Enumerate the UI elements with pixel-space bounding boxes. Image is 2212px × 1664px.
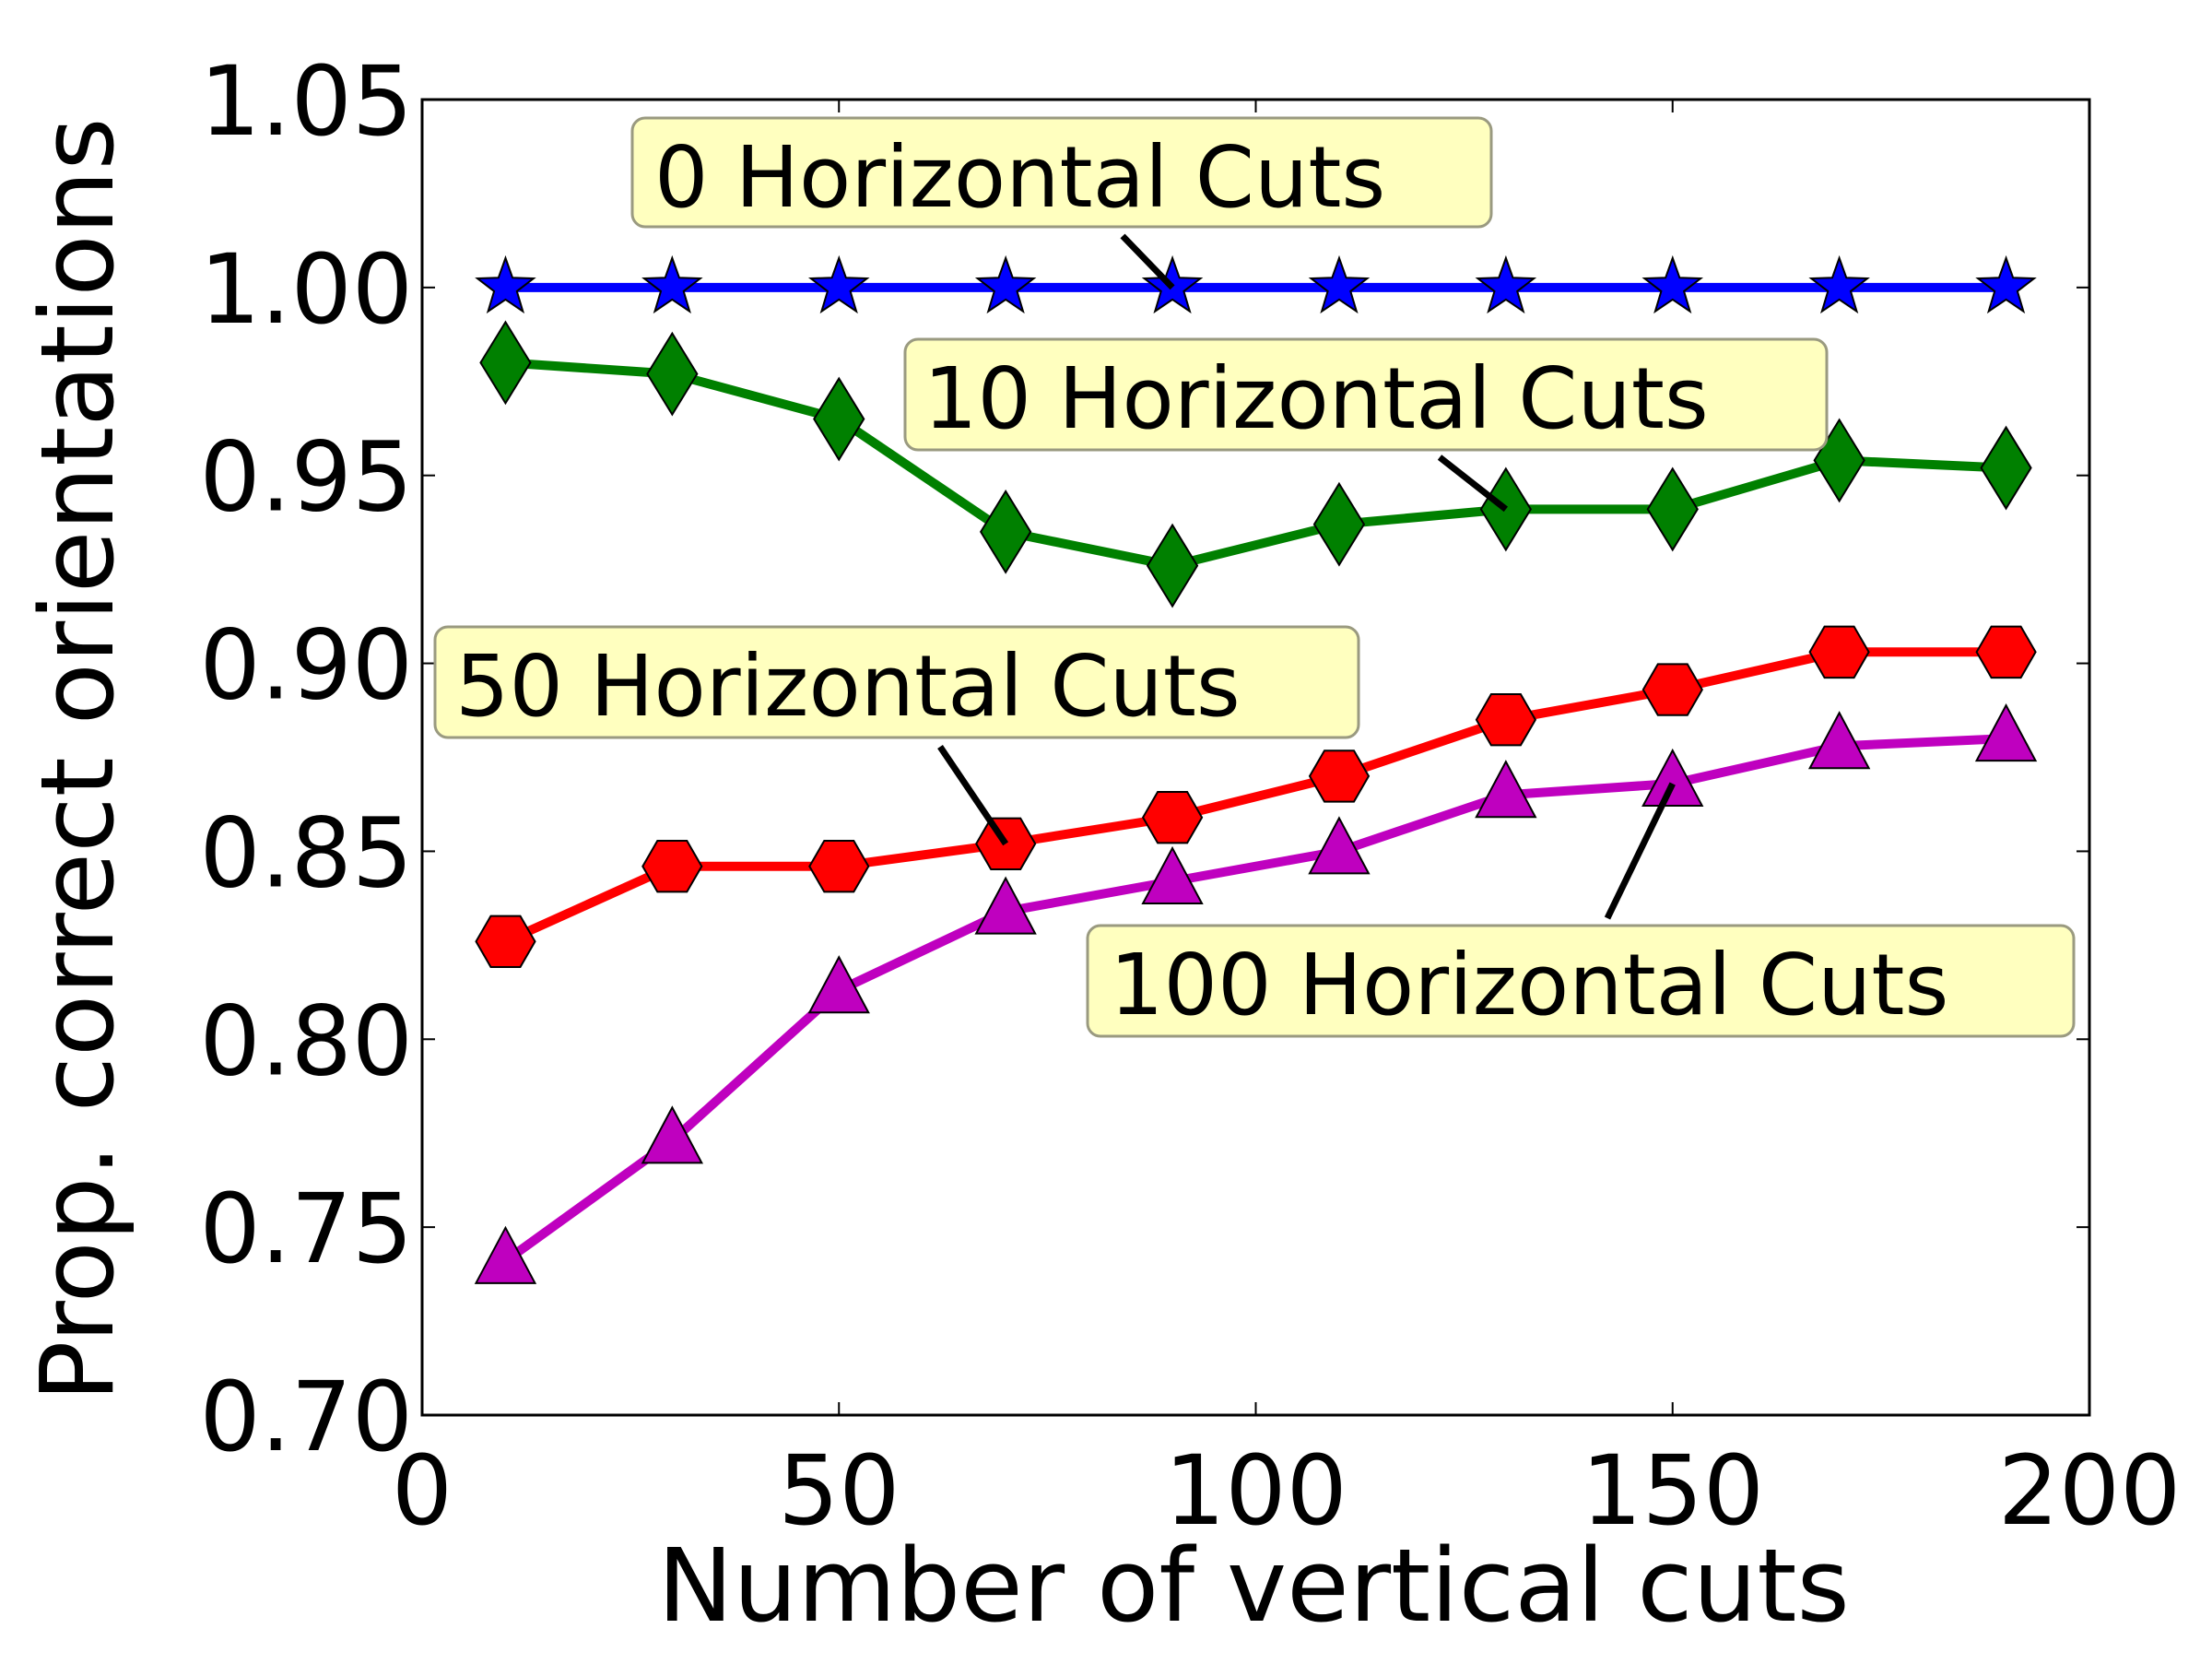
y-axis-label: Prop. correct orientations: [18, 117, 136, 1401]
data-point: [475, 915, 536, 968]
data-point: [974, 254, 1037, 314]
series-1: [479, 320, 2032, 608]
data-point: [1974, 702, 2038, 762]
series-2: [475, 625, 2037, 968]
y-tick-label: 1.00: [199, 233, 413, 346]
data-point: [1308, 749, 1371, 803]
y-tick-label: 0.85: [199, 797, 413, 909]
data-point: [1646, 466, 1699, 552]
y-tick-label: 0.80: [199, 985, 413, 1097]
series-line: [505, 358, 2006, 571]
x-tick-label: 100: [1164, 1434, 1347, 1547]
data-point: [975, 817, 1037, 870]
data-point: [1308, 254, 1371, 314]
annotation-arrow: [1120, 233, 1175, 290]
data-point: [475, 254, 536, 314]
data-point: [1641, 254, 1704, 314]
data-point: [479, 320, 532, 406]
data-point: [1141, 845, 1204, 905]
series-line: [502, 734, 2006, 1265]
data-point: [1641, 663, 1703, 716]
data-point: [1141, 791, 1204, 844]
annotation-0: 0 Horizontal Cuts: [630, 116, 1493, 290]
data-point: [807, 955, 870, 1014]
y-tick-label: 0.95: [199, 421, 413, 534]
series-0: [475, 254, 2037, 314]
annotation-arrow: [1437, 454, 1509, 513]
data-point: [1807, 711, 1871, 770]
data-point: [1312, 481, 1366, 567]
annotation-arrow: [937, 745, 1009, 846]
data-point: [474, 1225, 537, 1284]
data-point: [1975, 625, 2037, 679]
data-point: [974, 876, 1037, 935]
y-tick-label: 1.05: [199, 45, 413, 158]
data-point: [813, 376, 865, 462]
annotation-3: 100 Horizontal Cuts: [1086, 782, 2076, 1038]
annotation-1: 10 Horizontal Cuts: [903, 337, 1829, 513]
data-point: [646, 331, 699, 417]
data-point: [1975, 254, 2037, 314]
data-point: [1475, 760, 1537, 819]
data-point: [1808, 625, 1870, 679]
annotation-arrow: [1604, 782, 1676, 920]
data-point: [1980, 425, 2032, 511]
data-point: [641, 254, 703, 314]
y-tick-label: 0.75: [199, 1173, 413, 1285]
x-axis-label: Number of vertical cuts: [657, 1527, 1850, 1645]
annotation-box: [903, 337, 1829, 452]
x-tick-label: 0: [392, 1434, 453, 1547]
data-point: [1308, 816, 1371, 875]
annotation-label: 0 Horizontal Cuts: [654, 128, 1385, 227]
data-point: [807, 254, 870, 314]
data-point: [1146, 523, 1199, 608]
x-tick-label: 150: [1581, 1434, 1764, 1547]
x-tick-label: 50: [778, 1434, 900, 1547]
series-3: [474, 702, 2038, 1284]
data-point: [641, 840, 703, 893]
x-tick-label: 200: [1998, 1434, 2182, 1547]
data-point: [1475, 693, 1537, 747]
annotation-box: [1086, 924, 2076, 1038]
data-point: [1808, 254, 1870, 314]
annotation-label: 10 Horizontal Cuts: [924, 349, 1709, 448]
annotation-label: 100 Horizontal Cuts: [1110, 936, 1948, 1034]
data-point: [808, 840, 870, 893]
y-tick-label: 0.70: [199, 1361, 413, 1473]
annotation-label: 50 Horizontal Cuts: [455, 637, 1241, 736]
y-tick-label: 0.90: [199, 609, 413, 722]
data-point: [641, 1105, 704, 1164]
data-point: [1641, 748, 1704, 808]
annotation-2: 50 Horizontal Cuts: [433, 625, 1360, 846]
data-point: [979, 489, 1032, 574]
annotation-box: [630, 116, 1493, 229]
series-line: [503, 647, 2006, 946]
data-point: [1475, 254, 1537, 314]
annotation-box: [433, 625, 1360, 739]
